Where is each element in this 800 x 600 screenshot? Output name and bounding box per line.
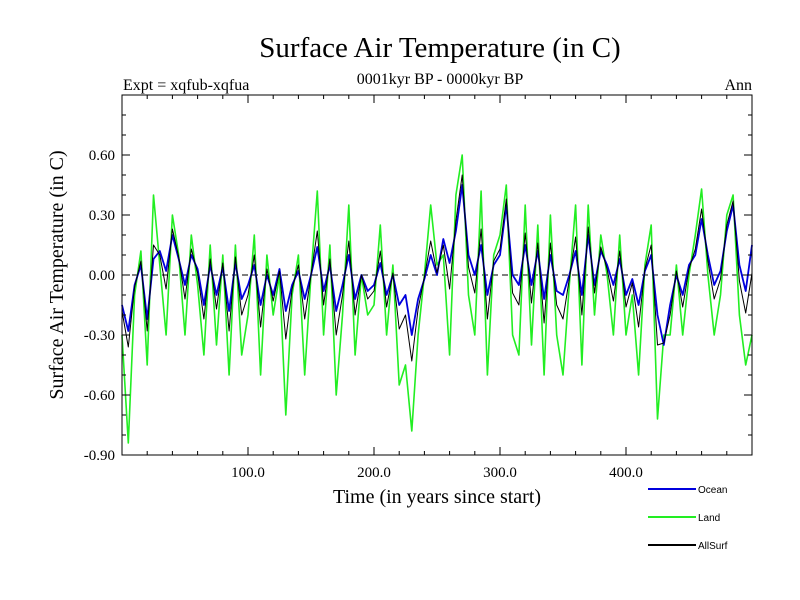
plot-frame — [121, 94, 753, 456]
x-tick-label: 300.0 — [483, 465, 517, 481]
x-axis-label: Time (in years since start) — [333, 486, 541, 508]
legend: Ocean Land AllSurf — [648, 485, 728, 552]
y-tick-label: 0.30 — [89, 208, 115, 224]
series-line-land — [121, 154, 753, 444]
x-tick-label: 200.0 — [357, 465, 391, 481]
y-axis-label: Surface Air Temperature (in C) — [46, 150, 68, 399]
experiment-label: Expt = xqfub-xqfua — [123, 77, 249, 94]
y-tick-label: -0.90 — [84, 448, 115, 464]
legend-label-ocean: Ocean — [698, 485, 727, 496]
chart-title: Surface Air Temperature (in C) — [259, 32, 620, 64]
y-tick-label: 0.60 — [89, 148, 115, 164]
season-label: Ann — [724, 77, 752, 94]
y-tick-label: 0.00 — [89, 268, 115, 284]
series-group — [121, 154, 753, 444]
ticks-group: 100.0 200.0 300.0 400.0 -0.90 -0.60 -0.30 0.00 0… — [84, 95, 752, 481]
legend-label-land: Land — [698, 513, 720, 524]
y-tick-label: -0.30 — [84, 328, 115, 344]
legend-label-allsurf: AllSurf — [698, 541, 728, 552]
series-line-allsurf — [121, 174, 753, 362]
chart-subtitle: 0001kyr BP - 0000kyr BP — [357, 71, 524, 88]
series-line-ocean — [121, 184, 753, 346]
y-tick-label: -0.60 — [84, 388, 115, 404]
x-tick-label: 400.0 — [609, 465, 643, 481]
x-tick-label: 100.0 — [231, 465, 265, 481]
